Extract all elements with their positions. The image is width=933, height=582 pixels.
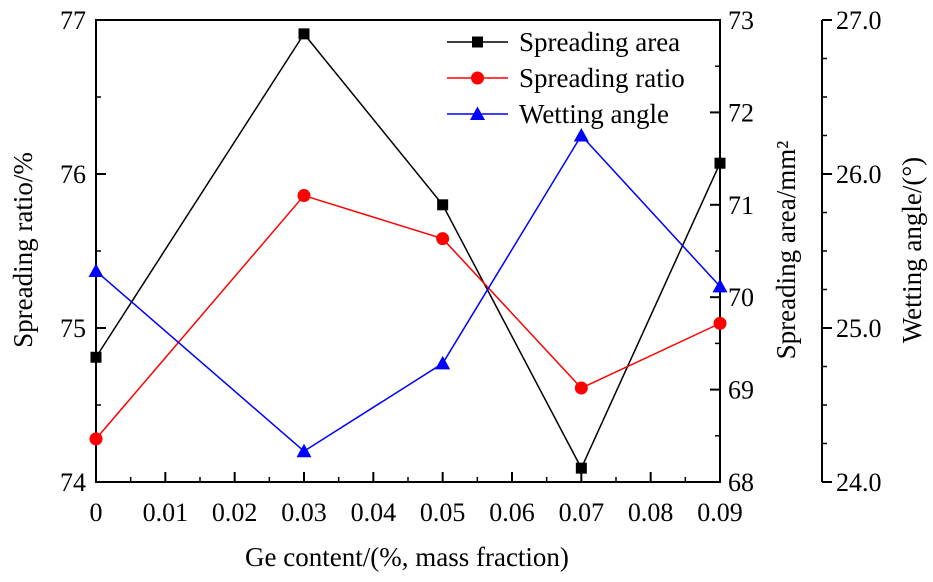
- data-point-spreading-ratio: [89, 432, 103, 446]
- legend-marker: [471, 71, 484, 85]
- x-tick-label: 0.02: [212, 498, 258, 527]
- data-point-spreading-area: [437, 199, 449, 211]
- x-tick-label: 0.01: [143, 498, 189, 527]
- series-line-spreading-ratio: [95, 194, 721, 440]
- series-spreading-area: [90, 28, 726, 474]
- data-point-spreading-ratio: [297, 189, 311, 203]
- right1-tick-label: 69: [728, 376, 754, 405]
- right2-tick-label: 26.0: [836, 160, 882, 189]
- data-point-spreading-area: [298, 28, 310, 40]
- right1-tick-label: 71: [728, 191, 754, 220]
- series-line-wetting-angle: [95, 134, 721, 453]
- right1-axis-title: Spreading area/mm²: [771, 141, 801, 360]
- left-tick-label: 76: [60, 160, 86, 189]
- right2-tick-label: 25.0: [836, 314, 882, 343]
- left-axis-title: Spreading ratio/%: [8, 152, 38, 348]
- legend-label: Spreading ratio: [519, 63, 685, 93]
- x-tick-label: 0: [90, 498, 103, 527]
- legend-label: Spreading area: [519, 27, 680, 57]
- data-point-wetting-angle: [712, 278, 728, 293]
- x-tick-label: 0.07: [559, 498, 605, 527]
- x-tick-label: 0.04: [351, 498, 397, 527]
- legend-item-wetting-angle: Wetting angle: [447, 99, 669, 129]
- axes-layer: 0 0.01 0.02 0.03 0.04 0.05 0.06 0.07 0.08 0.09 74 7…: [60, 6, 882, 527]
- data-point-spreading-area: [714, 157, 726, 169]
- right1-tick-label: 72: [728, 98, 754, 127]
- legend-marker: [470, 106, 485, 120]
- data-point-spreading-ratio: [713, 316, 727, 330]
- left-tick-label: 74: [60, 468, 86, 497]
- left-tick-label: 77: [60, 6, 86, 35]
- data-point-wetting-angle: [296, 443, 312, 458]
- data-point-wetting-angle: [573, 128, 589, 142]
- x-tick-label: 0.08: [628, 498, 674, 527]
- right2-axis-title: Wetting angle/(°): [897, 157, 927, 343]
- data-point-spreading-ratio: [574, 381, 588, 395]
- x-tick-label: 0.09: [697, 498, 743, 527]
- right1-tick-label: 73: [728, 6, 754, 35]
- legend-marker: [472, 36, 483, 48]
- data-point-wetting-angle: [88, 263, 104, 278]
- x-tick-label: 0.05: [420, 498, 466, 527]
- data-point-spreading-area: [90, 351, 102, 363]
- data-point-spreading-ratio: [436, 232, 450, 246]
- right1-tick-label: 70: [728, 283, 754, 312]
- legend-item-spreading-area: Spreading area: [447, 27, 680, 57]
- x-axis-title: Ge content/(%, mass fraction): [245, 542, 569, 572]
- right2-tick-label: 24.0: [836, 468, 882, 497]
- left-tick-label: 75: [60, 314, 86, 343]
- right1-tick-label: 68: [728, 468, 754, 497]
- x-tick-label: 0.03: [281, 498, 327, 527]
- series-spreading-ratio: [89, 189, 727, 446]
- series-wetting-angle: [88, 128, 728, 458]
- x-tick-label: 0.06: [489, 498, 535, 527]
- right2-tick-label: 27.0: [836, 6, 882, 35]
- legend: Spreading area Spreading ratio Wetting ang…: [447, 27, 685, 129]
- series-layer: [88, 28, 728, 474]
- legend-item-spreading-ratio: Spreading ratio: [447, 63, 685, 93]
- data-point-wetting-angle: [435, 355, 451, 370]
- legend-label: Wetting angle: [519, 99, 669, 129]
- data-point-spreading-area: [575, 462, 587, 474]
